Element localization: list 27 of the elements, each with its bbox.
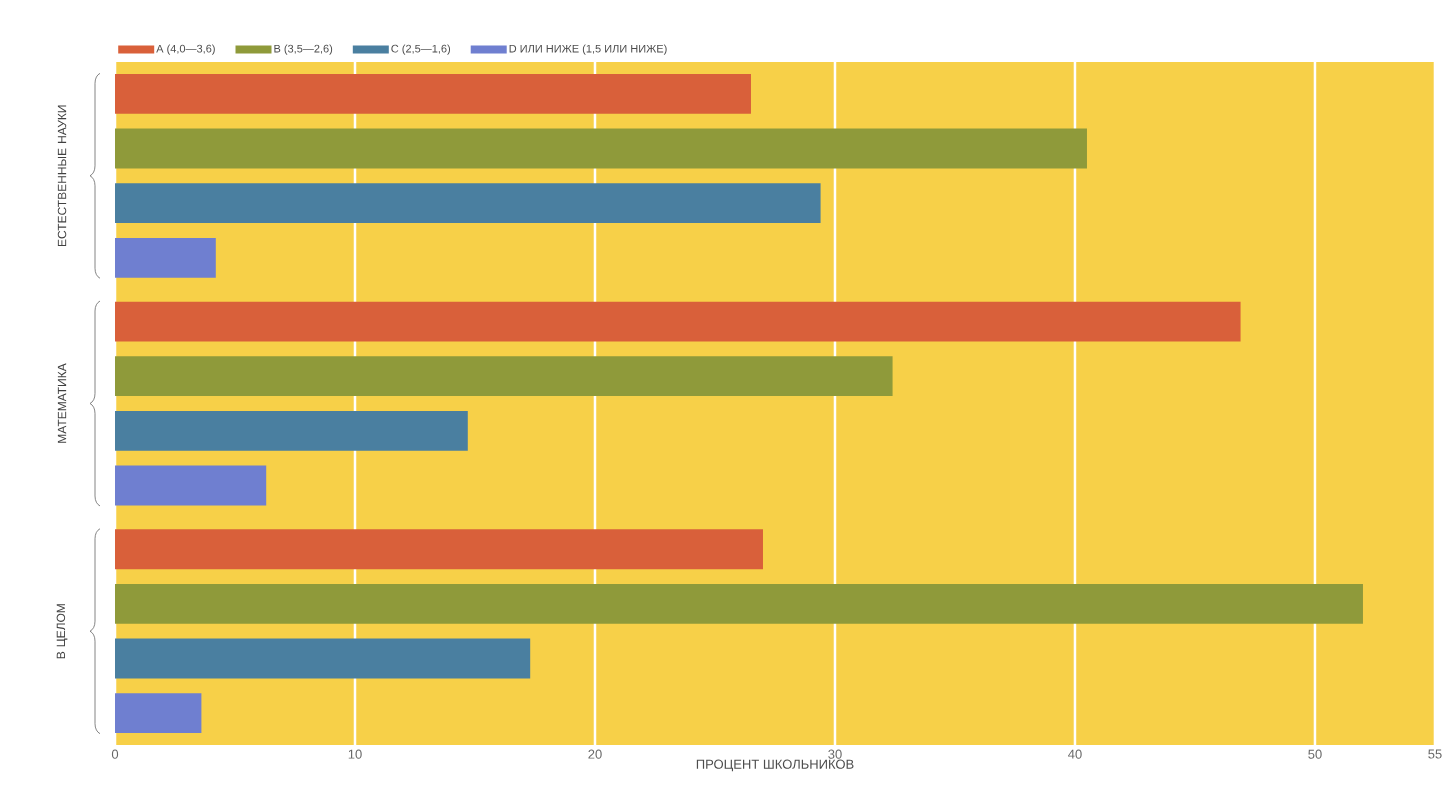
- legend-label: D ИЛИ НИЖЕ (1,5 ИЛИ НИЖЕ): [509, 44, 667, 55]
- x-tick-label: 30: [828, 749, 842, 759]
- x-tick-label: 20: [588, 749, 602, 759]
- x-tick-label: 40: [1068, 749, 1082, 759]
- x-tick-label: 55: [1428, 749, 1442, 759]
- y-tick-label: В ЦЕЛОМ: [56, 604, 68, 659]
- x-axis-title: ПРОЦЕНТ ШКОЛЬНИКОВ: [696, 759, 854, 772]
- bar: [115, 529, 763, 570]
- bar: [115, 183, 821, 224]
- legend-label: C (2,5—1,6): [391, 44, 451, 55]
- bar: [115, 128, 1087, 169]
- bar: [115, 693, 202, 734]
- y-tick-label: ЕСТЕСТВЕННЫЕ НАУКИ: [57, 105, 67, 247]
- x-tick-label: 50: [1308, 749, 1322, 759]
- bar: [115, 301, 1241, 342]
- legend-label: B (3,5—2,6): [274, 44, 333, 55]
- bar: [115, 356, 893, 397]
- bar: [115, 638, 531, 679]
- y-tick-label: МАТЕМАТИКА: [57, 363, 67, 443]
- bar: [115, 410, 468, 451]
- legend-label: A (4,0—3,6): [156, 44, 215, 55]
- bar: [115, 237, 216, 278]
- bar: [115, 73, 751, 114]
- bar: [115, 583, 1363, 624]
- bar: [115, 465, 267, 506]
- x-tick-label: 0: [111, 749, 119, 759]
- x-tick-label: 10: [348, 749, 362, 759]
